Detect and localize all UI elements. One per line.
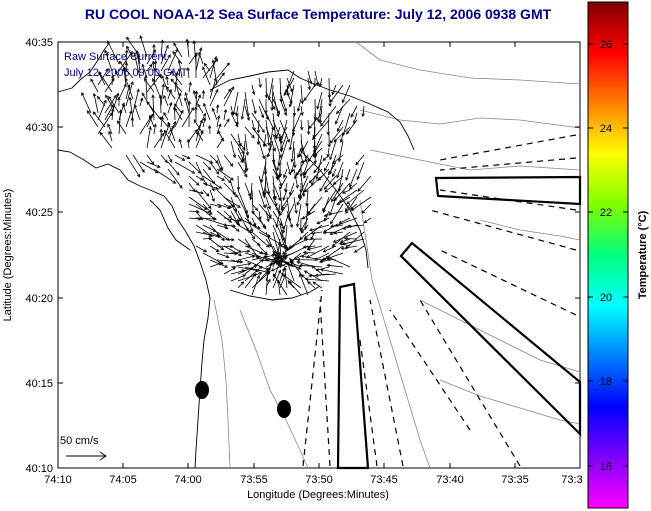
y-tick-label: 40:25 — [25, 207, 53, 219]
x-axis-label: Longitude (Degrees:Minutes) — [247, 489, 389, 501]
colorbar-tick-label: 22 — [600, 207, 612, 219]
buoy-marker-east — [277, 400, 291, 418]
x-tick-label: 73:50 — [305, 474, 333, 486]
y-axis-label: Latitude (Degrees:Minutes) — [2, 189, 14, 322]
x-tick-label: 74:10 — [44, 474, 72, 486]
colorbar-label: Temperature (°C) — [637, 210, 649, 299]
y-tick-label: 40:30 — [25, 122, 53, 134]
y-tick-label: 40:20 — [25, 293, 53, 305]
y-axis-ticks: 40:35 40:30 40:25 40:20 40:15 40:10 — [25, 37, 580, 475]
y-tick-label: 40:10 — [25, 463, 53, 475]
colorbar — [587, 1, 629, 509]
colorbar-ticks: 26 24 22 20 18 16 — [588, 39, 628, 473]
x-tick-label: 73:3 — [561, 474, 582, 486]
x-tick-label: 73:40 — [436, 474, 464, 486]
colorbar-tick-label: 20 — [600, 292, 612, 304]
map-title: RU COOL NOAA-12 Sea Surface Temperature:… — [85, 6, 552, 22]
y-tick-label: 40:15 — [25, 378, 53, 390]
x-tick-label: 74:05 — [109, 474, 137, 486]
x-axis-ticks: 74:10 74:05 74:00 73:55 73:50 73:45 73:40 73:35… — [44, 42, 583, 486]
plot-frame — [57, 41, 581, 469]
scale-label: 50 cm/s — [60, 435, 99, 447]
x-tick-label: 73:45 — [370, 474, 398, 486]
radial-lines — [302, 134, 582, 470]
current-vectors — [81, 35, 372, 296]
overlay-line-2: July 12, 2006 09:00 GMT — [64, 67, 188, 79]
scale-arrow — [66, 451, 107, 461]
colorbar-tick-label: 24 — [600, 123, 612, 135]
x-tick-label: 73:55 — [240, 474, 268, 486]
buoy-marker-west — [195, 381, 209, 399]
overlay-line-1: Raw Surface Current — [64, 51, 167, 63]
colorbar-tick-label: 26 — [600, 39, 612, 51]
y-tick-label: 40:35 — [25, 37, 53, 49]
x-tick-label: 74:00 — [174, 474, 202, 486]
colorbar-tick-label: 18 — [600, 376, 612, 388]
x-tick-label: 73:35 — [501, 474, 529, 486]
coastline — [57, 41, 415, 469]
colorbar-tick-label: 16 — [600, 461, 612, 473]
